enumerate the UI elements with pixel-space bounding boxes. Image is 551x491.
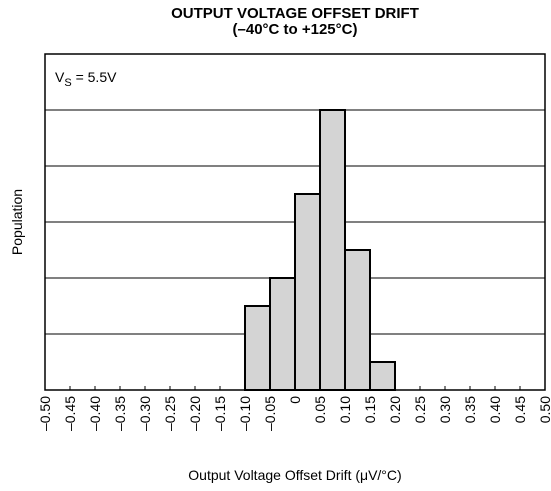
bar [269, 277, 296, 391]
x-tick-label: –0.25 [162, 396, 178, 431]
annotation-base: V [55, 69, 65, 85]
x-tick-label: 0.45 [512, 396, 528, 423]
x-tick-label: –0.40 [87, 396, 103, 431]
bar [319, 109, 346, 391]
x-tick-label: –0.05 [262, 396, 278, 431]
x-tick-label: 0.30 [437, 396, 453, 423]
x-tick-label: 0.15 [362, 396, 378, 423]
x-tick-label: –0.50 [37, 396, 53, 431]
x-tick-label: 0.25 [412, 396, 428, 423]
chart-title: OUTPUT VOLTAGE OFFSET DRIFT [171, 5, 419, 22]
x-tick-label: 0.10 [337, 396, 353, 423]
x-axis-label: Output Voltage Offset Drift (μV/°C) [188, 467, 401, 483]
x-tick-label: –0.30 [137, 396, 153, 431]
x-tick-label: 0.05 [312, 396, 328, 423]
x-tick-label: 0.35 [462, 396, 478, 423]
bar [369, 361, 396, 391]
x-tick-label: 0.20 [387, 396, 403, 423]
x-tick-label: –0.15 [212, 396, 228, 431]
x-tick-label: –0.35 [112, 396, 128, 431]
y-axis-label: Population [9, 189, 25, 255]
x-tick-label: –0.45 [62, 396, 78, 431]
bar [244, 305, 271, 391]
annotation: VS = 5.5V [55, 69, 117, 89]
chart-subtitle: (–40°C to +125°C) [233, 21, 358, 38]
x-tick-label: 0 [287, 396, 303, 404]
annotation-rest: = 5.5V [72, 69, 117, 85]
x-tick-label: –0.10 [237, 396, 253, 431]
x-tick-label: 0.50 [537, 396, 551, 423]
bar [344, 249, 371, 391]
annotation-subscript: S [64, 77, 71, 89]
x-tick-label: –0.20 [187, 396, 203, 431]
x-tick-label: 0.40 [487, 396, 503, 423]
bar [294, 193, 321, 391]
